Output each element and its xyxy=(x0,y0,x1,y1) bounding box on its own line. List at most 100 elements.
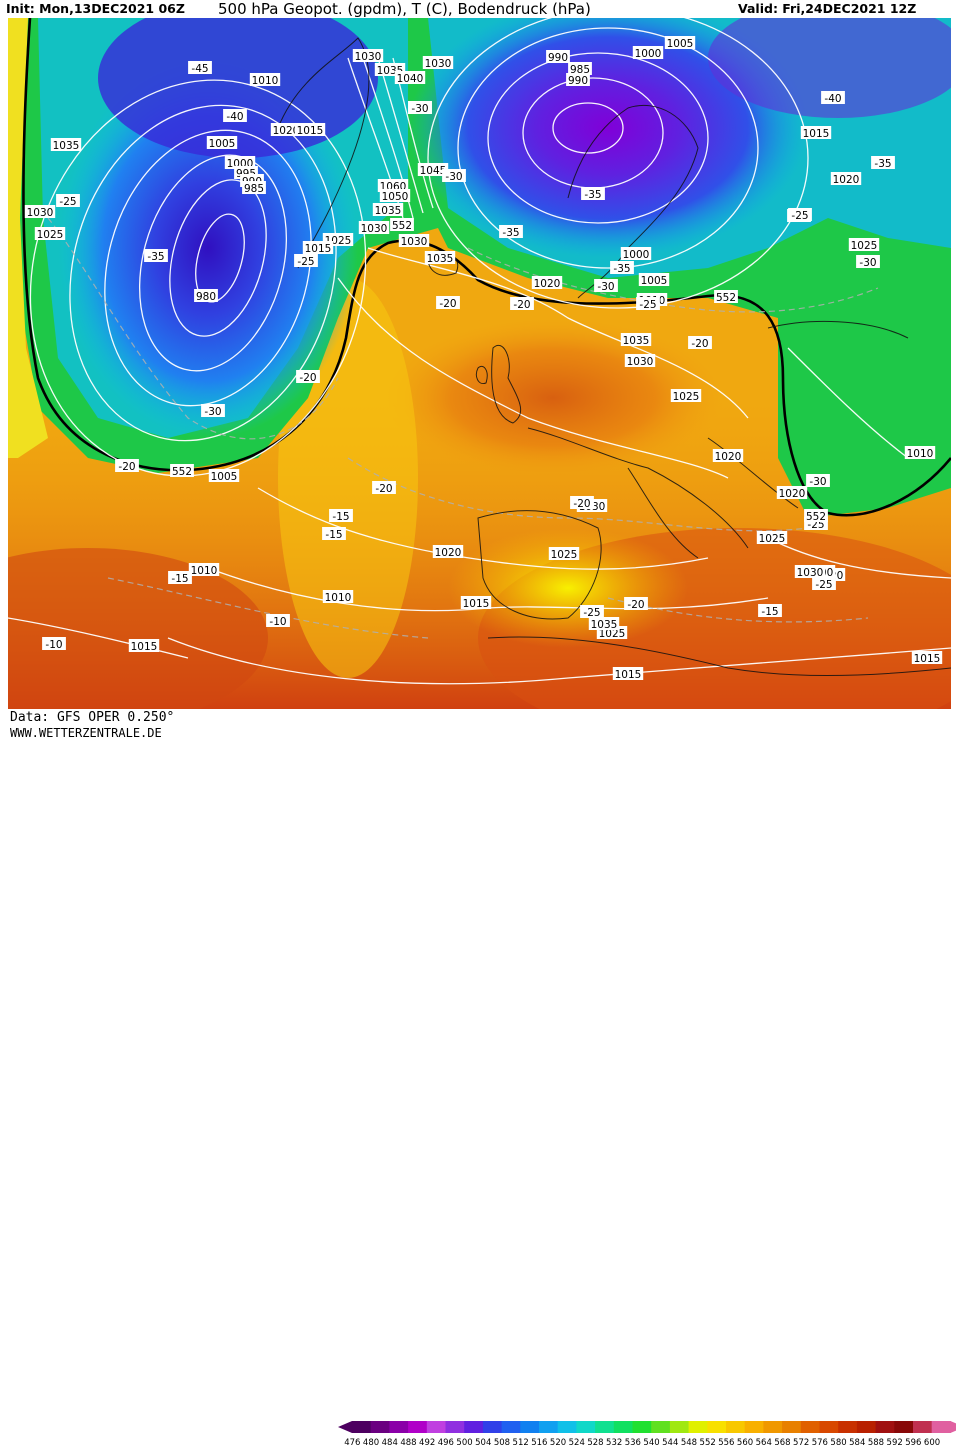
temperature-label: -20 xyxy=(436,296,460,310)
colorbar-tick-label: 500 xyxy=(456,1438,472,1447)
colorbar-swatch xyxy=(669,1421,690,1433)
colorbar-swatch xyxy=(838,1421,858,1433)
pressure-label: 1010 xyxy=(249,73,281,87)
pressure-label-text: 1050 xyxy=(382,191,409,203)
contour-552-label: 552 xyxy=(714,290,738,304)
pressure-label-box xyxy=(379,189,411,202)
temperature-label-box xyxy=(688,336,712,349)
pressure-label: 1000 xyxy=(620,247,652,261)
pressure-label-box xyxy=(352,49,384,62)
pressure-label: 1035 xyxy=(50,138,82,152)
colorbar-swatch xyxy=(763,1421,783,1433)
temperature-label-text: -35 xyxy=(584,189,601,201)
temperature-label-box xyxy=(144,249,168,262)
temperature-label-text: -25 xyxy=(791,210,808,222)
pressure-label-text: 1030 xyxy=(425,58,452,70)
pressure-label-text: 1020 xyxy=(435,547,462,559)
pressure-label-box xyxy=(372,203,404,216)
contour-552-label: 552 xyxy=(804,509,828,523)
pressure-label-text: 1020 xyxy=(715,451,742,463)
pressure-label: 1025 xyxy=(670,389,702,403)
pressure-label-text: 1025 xyxy=(673,391,700,403)
pressure-label: 1015 xyxy=(612,667,644,681)
pressure-label-text: 1035 xyxy=(53,140,80,152)
pressure-label-box xyxy=(848,238,880,251)
valid-time: Valid: Fri,24DEC2021 12Z xyxy=(738,1,917,16)
colorbar-tick-label: 548 xyxy=(681,1438,697,1447)
pressure-label-box xyxy=(664,36,696,49)
pressure-label-box xyxy=(670,389,702,402)
temperature-label: -10 xyxy=(266,614,290,628)
colorbar-swatch xyxy=(651,1421,671,1433)
pressure-label-box xyxy=(776,486,808,499)
map-title: 500 hPa Geopot. (gpdm), T (C), Bodendruc… xyxy=(218,0,591,18)
temperature-label-text: -35 xyxy=(874,158,891,170)
temperature-label: -25 xyxy=(294,254,318,268)
pressure-label-box xyxy=(624,354,656,367)
temperature-label-box xyxy=(408,101,432,114)
pressure-label-text: 1025 xyxy=(37,229,64,241)
pressure-label: 1035 xyxy=(620,333,652,347)
pressure-label: 1030 xyxy=(624,354,656,368)
colorbar-swatch xyxy=(856,1421,877,1433)
pressure-label: 1030 xyxy=(358,221,390,235)
temperature-label-text: -10 xyxy=(269,616,286,628)
pressure-label-box xyxy=(432,545,464,558)
temperature-label-text: -15 xyxy=(171,573,188,585)
pressure-label-box xyxy=(588,617,620,630)
colorbar-tick-label: 476 xyxy=(344,1438,360,1447)
pressure-label: 1005 xyxy=(206,136,238,150)
pressure-label-box xyxy=(422,56,454,69)
colorbar-swatch xyxy=(482,1421,503,1433)
temperature-label-box xyxy=(788,208,812,221)
pressure-label: 1015 xyxy=(294,123,326,137)
isobar-985 xyxy=(169,179,267,337)
pressure-label-box xyxy=(911,651,943,664)
colorbar-arrow-left xyxy=(338,1421,352,1433)
color-scale-legend: 476 480 484 488 492 496 500 504 508 512 516 520 524 5… xyxy=(338,1421,956,1447)
pressure-label-text: 1020 xyxy=(273,125,300,137)
temperature-label-text: -45 xyxy=(191,63,208,75)
temperature-label-text: -40 xyxy=(226,111,243,123)
temperature-label-box xyxy=(624,597,648,610)
temperature-label: -35 xyxy=(144,249,168,263)
temperature-labels: -45-40-40-40-35-35-30-25-25-25-20-20-20-… xyxy=(42,61,895,651)
warm-airmass-southwest xyxy=(8,548,268,709)
pressure-label: 1010 xyxy=(322,590,354,604)
temperature-label-text: -35 xyxy=(613,263,630,275)
temperature-label-text: -20 xyxy=(118,461,135,473)
temperature-label-text: -25 xyxy=(297,256,314,268)
pressure-label: 1015 xyxy=(460,596,492,610)
temperature-label: -30 xyxy=(408,101,432,115)
temperature-label-text: -20 xyxy=(375,483,392,495)
pressure-label-text: 1025 xyxy=(599,628,626,640)
colorbar-swatch xyxy=(464,1421,484,1433)
colorbar-tick-label: 560 xyxy=(737,1438,753,1447)
temperature-label-box xyxy=(871,156,895,169)
pressure-label-text: 1040 xyxy=(397,73,424,85)
pressure-label: 1015 xyxy=(302,241,334,255)
colorbar-swatch xyxy=(389,1421,409,1433)
pressure-label-box xyxy=(294,123,326,136)
pressure-label: 1025 xyxy=(848,238,880,252)
pressure-label-box xyxy=(322,590,354,603)
pressure-label-box xyxy=(394,71,426,84)
temperature-label-text: -30 xyxy=(809,476,826,488)
temperature-label: -45 xyxy=(188,61,212,75)
temperature-label: -20 xyxy=(115,459,139,473)
isobar-1035-ridge xyxy=(337,277,729,479)
pressure-label: 1015 xyxy=(800,126,832,140)
pressure-label-box xyxy=(377,179,409,192)
isobar-1000 xyxy=(69,104,337,442)
colorbar-swatch xyxy=(576,1421,596,1433)
pressure-label-text: 1015 xyxy=(297,125,324,137)
pressure-label: 1040 xyxy=(394,71,426,85)
temperature-label-box xyxy=(266,614,290,627)
pressure-label-box xyxy=(206,136,238,149)
isotherm-west xyxy=(47,217,339,440)
pressure-label-box xyxy=(800,126,832,139)
pressure-label-box xyxy=(249,73,281,86)
pressure-label: 1020 xyxy=(776,486,808,500)
pressure-label: 1020 xyxy=(531,276,563,290)
pressure-label-box xyxy=(34,227,66,240)
